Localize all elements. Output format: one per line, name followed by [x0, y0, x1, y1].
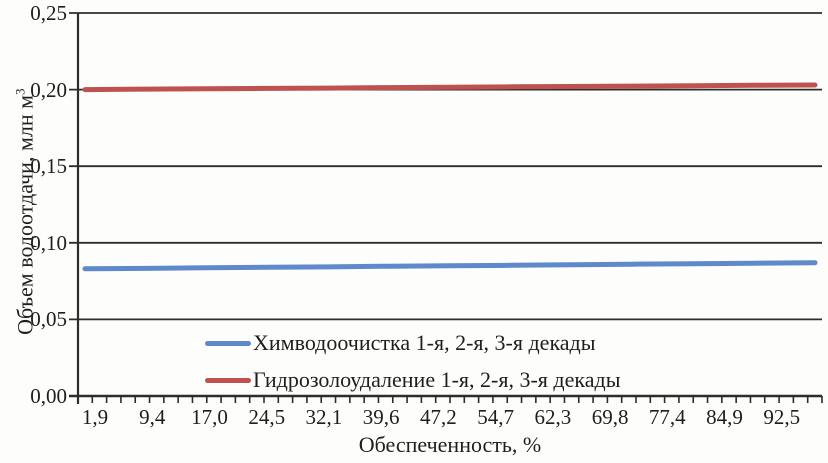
- y-tick-label: 0,05: [30, 307, 67, 332]
- x-tick-label: 17,0: [191, 405, 228, 429]
- legend: Химводоочистка 1-я, 2-я, 3-я декады Гидр…: [205, 331, 620, 392]
- legend-label: Гидрозолоудаление 1-я, 2-я, 3-я декады: [253, 367, 621, 392]
- x-axis-title: Обеспеченность, %: [358, 432, 542, 457]
- legend-item-himvodoochistka: Химводоочистка 1-я, 2-я, 3-я декады: [205, 331, 620, 355]
- y-tick-label: 0,00: [30, 384, 67, 408]
- x-tick-label: 62,3: [534, 405, 572, 429]
- x-tick-label: 84,9: [706, 405, 743, 429]
- x-tick-label: 69,8: [591, 405, 629, 429]
- x-tick-label: 39,6: [362, 405, 400, 429]
- x-tick-label: 1,9: [81, 405, 109, 429]
- legend-swatch-red: [205, 377, 251, 383]
- x-tick-label: 92,5: [763, 405, 801, 429]
- legend-swatch-blue: [205, 340, 251, 346]
- x-tick-label: 77,4: [648, 405, 686, 429]
- x-tick-label: 54,7: [477, 405, 514, 429]
- y-tick-label: 0,15: [30, 154, 67, 179]
- legend-label: Химводоочистка 1-я, 2-я, 3-я декады: [253, 330, 596, 355]
- y-axis-labels: 0,00 0,05 0,10 0,15 0,20 0,25: [0, 0, 71, 463]
- x-axis-labels: 1,9 9,4 17,0 24,5 32,1 39,6 47,2 54,7 62,3 69,8 77…: [78, 405, 822, 431]
- legend-item-gidrozoloudalenie: Гидрозолоудаление 1-я, 2-я, 3-я декады: [205, 368, 620, 392]
- x-tick-label: 47,2: [420, 405, 457, 429]
- series-line-1: [82, 82, 818, 93]
- y-tick-label: 0,20: [30, 77, 67, 102]
- plot-area: [69, 12, 823, 404]
- x-tick-label: 9,4: [139, 405, 166, 429]
- y-tick-label: 0,25: [30, 1, 67, 25]
- y-tick-label: 0,10: [30, 230, 67, 255]
- x-tick-label: 32,1: [305, 405, 343, 429]
- series-line-0: [82, 260, 818, 272]
- x-tick-label: 24,5: [248, 405, 286, 429]
